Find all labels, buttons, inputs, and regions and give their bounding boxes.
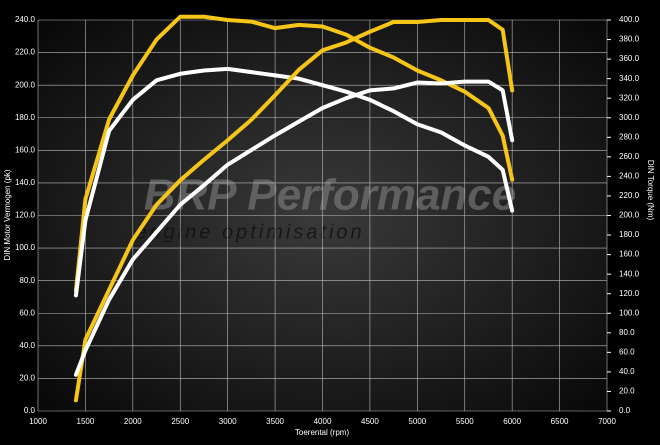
x-tick-label: 7000	[598, 417, 616, 426]
y2-tick-label: 280.0	[619, 132, 640, 141]
y2-tick-label: 320.0	[619, 93, 640, 102]
y2-tick-label: 340.0	[619, 74, 640, 83]
x-tick-label: 5000	[408, 417, 426, 426]
y2-tick-label: 200.0	[619, 211, 640, 220]
y2-tick-label: 180.0	[619, 230, 640, 239]
y-tick-label: 20.0	[19, 374, 35, 383]
x-tick-label: 3500	[266, 417, 284, 426]
line	[73, 14, 515, 293]
y-tick-label: 80.0	[19, 276, 35, 285]
y-tick-label: 200.0	[15, 80, 36, 89]
watermark: BRP Performance	[144, 171, 517, 220]
x-tick-label: 5500	[456, 417, 474, 426]
y2-axis-title: DIN Torque (Nm)	[646, 160, 655, 221]
y-tick-label: 60.0	[19, 308, 35, 317]
line	[73, 79, 515, 377]
y-tick-label: 140.0	[15, 178, 36, 187]
x-tick-label: 6500	[551, 417, 569, 426]
x-tick-label: 3000	[219, 417, 237, 426]
y-tick-label: 120.0	[15, 211, 36, 220]
x-tick-label: 2000	[124, 417, 142, 426]
watermark-sub: engine optimisation	[135, 221, 364, 243]
y-axis-title: DIN Motor Vermogen (pk)	[3, 169, 12, 260]
y2-tick-label: 100.0	[619, 308, 640, 317]
x-tick-label: 1000	[29, 417, 47, 426]
line	[73, 66, 515, 298]
x-tick-label: 4000	[314, 417, 332, 426]
y2-tick-label: 140.0	[619, 269, 640, 278]
y-tick-label: 160.0	[15, 145, 36, 154]
y-tick-label: 0.0	[24, 406, 36, 415]
y2-tick-label: 120.0	[619, 289, 640, 298]
x-axis-title: Toerental (rpm)	[295, 428, 350, 437]
line	[73, 18, 515, 403]
y2-tick-label: 60.0	[619, 347, 635, 356]
x-tick-label: 1500	[77, 417, 95, 426]
y-tick-label: 240.0	[15, 15, 36, 24]
y2-tick-label: 160.0	[619, 250, 640, 259]
y2-tick-label: 40.0	[619, 367, 635, 376]
y2-tick-label: 400.0	[619, 15, 640, 24]
y2-tick-label: 380.0	[619, 35, 640, 44]
x-tick-label: 6000	[503, 417, 521, 426]
y2-tick-label: 360.0	[619, 54, 640, 63]
y-tick-label: 180.0	[15, 113, 36, 122]
y2-tick-label: 220.0	[619, 191, 640, 200]
y-tick-label: 100.0	[15, 243, 36, 252]
x-tick-label: 2500	[171, 417, 189, 426]
x-tick-label: 4500	[361, 417, 379, 426]
y2-tick-label: 240.0	[619, 172, 640, 181]
y2-tick-label: 260.0	[619, 152, 640, 161]
y-tick-label: 40.0	[19, 341, 35, 350]
y2-tick-label: 20.0	[619, 387, 635, 396]
y-tick-label: 220.0	[15, 48, 36, 57]
y2-tick-label: 0.0	[619, 406, 631, 415]
y2-tick-label: 300.0	[619, 113, 640, 122]
y2-tick-label: 80.0	[619, 328, 635, 337]
